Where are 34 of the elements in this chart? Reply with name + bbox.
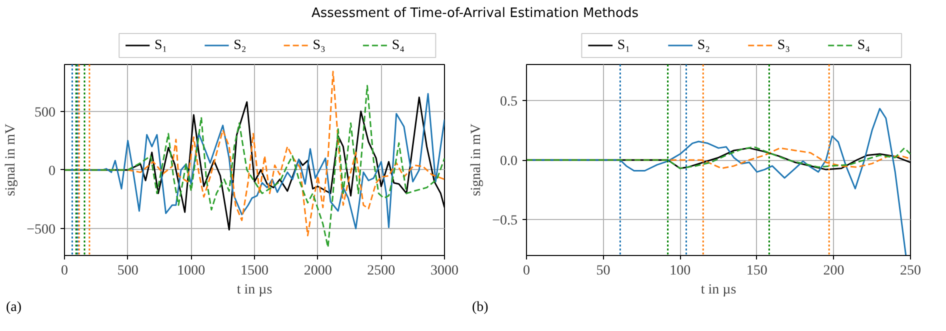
y-tick-label: 500 — [34, 105, 56, 120]
x-tick-label: 3000 — [430, 264, 458, 278]
x-tick-label: 0 — [61, 264, 68, 278]
legend-label: S₂ — [234, 38, 246, 53]
x-tick-label: 0 — [523, 264, 530, 278]
x-tick-label: 200 — [823, 264, 844, 278]
x-axis-title: t in µs — [700, 282, 736, 298]
y-tick-label: −0.5 — [492, 214, 518, 229]
x-tick-label: 1000 — [177, 264, 206, 278]
text: (b) — [472, 300, 488, 316]
y-tick-label: 0 — [48, 164, 56, 179]
x-tick-label: 150 — [746, 264, 768, 278]
legend-label: S₂ — [697, 38, 710, 53]
y-tick-label: −500 — [26, 222, 56, 238]
x-tick-label: 500 — [117, 264, 138, 278]
x-tick-label: 2000 — [304, 264, 332, 278]
x-axis-title: t in µs — [236, 282, 272, 298]
legend-label: S₃ — [312, 38, 326, 53]
y-tick-label: 0.0 — [500, 154, 518, 169]
x-tick-label: 100 — [670, 264, 691, 278]
x-tick-label: 250 — [900, 264, 921, 278]
text: Assessment of Time-of-Arrival Estimation Methods — [311, 5, 638, 23]
legend-label: S₁ — [154, 38, 168, 53]
legend-label: S₄ — [857, 38, 870, 53]
y-axis-title: signal in mV — [469, 124, 484, 196]
legend-label: S₄ — [392, 38, 405, 53]
x-tick-label: 50 — [596, 264, 610, 278]
x-tick-label: 1500 — [240, 264, 268, 278]
y-tick-label: 0.5 — [500, 94, 518, 110]
text: (a) — [6, 300, 22, 316]
legend-label: S₁ — [617, 38, 630, 53]
x-tick-label: 2500 — [367, 264, 396, 278]
y-axis-title: signal in mV — [4, 124, 19, 196]
legend-label: S₃ — [777, 38, 790, 53]
